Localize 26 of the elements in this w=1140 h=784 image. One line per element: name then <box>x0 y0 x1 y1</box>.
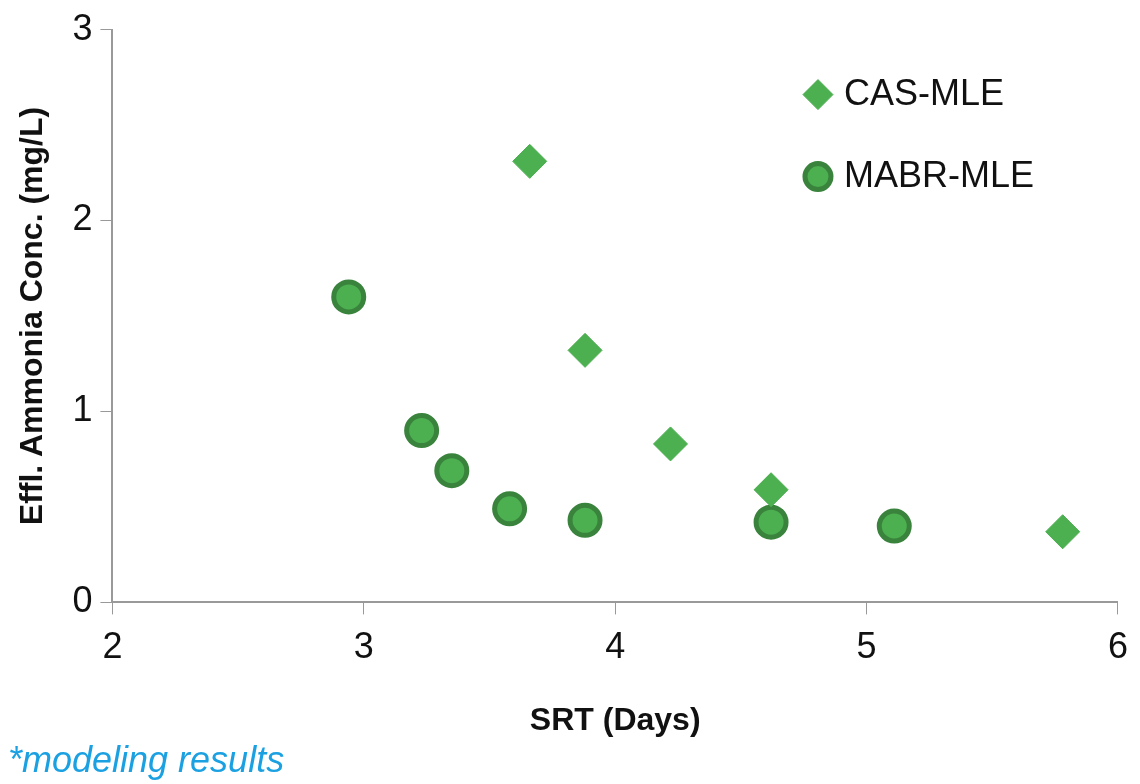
point <box>567 332 603 368</box>
x-tick-label: 4 <box>605 624 626 666</box>
point <box>1045 514 1081 550</box>
point <box>492 491 528 527</box>
legend-label: CAS-MLE <box>843 71 1004 113</box>
point <box>434 453 470 489</box>
point <box>653 426 689 462</box>
point <box>876 508 912 544</box>
point <box>512 143 548 179</box>
point <box>753 504 789 540</box>
x-tick-label: 2 <box>102 624 123 666</box>
x-tick-label: 6 <box>1107 624 1128 666</box>
y-tick-label: 0 <box>72 579 93 621</box>
point <box>404 413 440 449</box>
y-axis-title: Effl. Ammonia Conc. (mg/L) <box>13 106 50 526</box>
x-tick-label: 5 <box>856 624 877 666</box>
point <box>331 279 367 315</box>
point <box>567 502 603 538</box>
legend-label: MABR-MLE <box>843 153 1034 195</box>
x-tick-label: 3 <box>353 624 374 666</box>
text: *modeling results <box>8 739 285 781</box>
y-tick-label: 3 <box>72 6 93 48</box>
point <box>753 472 789 508</box>
x-axis-title: SRT (Days) <box>529 700 701 737</box>
y-tick-label: 2 <box>72 197 93 239</box>
y-tick-label: 1 <box>72 388 93 430</box>
